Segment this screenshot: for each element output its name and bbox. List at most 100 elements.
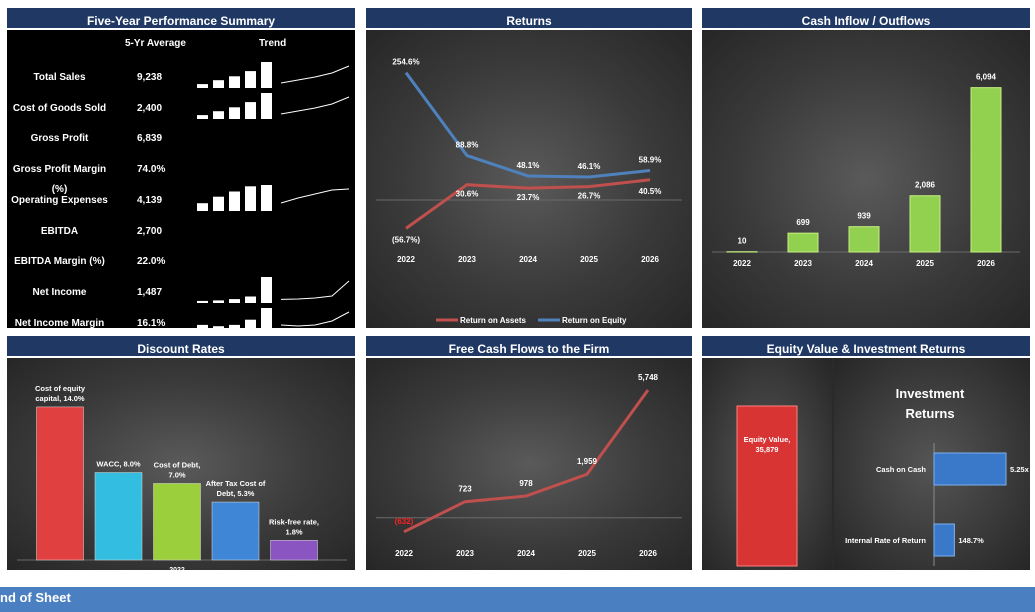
equity-title: Equity Value & Investment Returns xyxy=(702,336,1030,356)
summary-row-label: Net Income xyxy=(32,286,87,298)
sparkline-group xyxy=(197,184,350,211)
x-tick-label: 2024 xyxy=(517,549,535,558)
bar xyxy=(36,406,84,561)
bar-data-label: 1.8% xyxy=(285,527,302,536)
summary-row: Cost of Goods Sold 2,400 xyxy=(7,92,355,119)
summary-body: 5-Yr Average Trend Total Sales 9,238 Cost … xyxy=(7,30,355,328)
sparkbar xyxy=(197,300,208,303)
summary-row-value: 74.0% xyxy=(137,164,166,176)
x-tick-label: 2025 xyxy=(578,549,596,558)
sparkline-group xyxy=(197,92,350,119)
sparkbar xyxy=(229,76,240,88)
data-label: 30.6% xyxy=(456,190,479,199)
summary-row-value: 1,487 xyxy=(137,286,163,298)
data-label: (56.7%) xyxy=(392,235,420,244)
sparkbar xyxy=(261,62,272,88)
data-label: 88.8% xyxy=(456,141,479,150)
summary-row-value: 22.0% xyxy=(137,256,166,268)
sparkbar xyxy=(261,307,272,328)
cashflow-panel: Cash Inflow / Outflows 10 2022 699 2023 939 2… xyxy=(702,8,1030,328)
summary-row-value: 2,400 xyxy=(137,102,163,114)
bar xyxy=(970,87,1002,253)
end-of-sheet-bar: nd of Sheet xyxy=(0,587,1035,612)
returns-chart: (56.7%) 30.6% 23.7% 26.7% 40.5% 254.6% 88.8% 48… xyxy=(376,58,682,325)
data-label: (632) xyxy=(395,517,414,526)
series-line-1 xyxy=(404,71,651,179)
x-tick-label: 2026 xyxy=(641,255,659,264)
series-line xyxy=(403,389,650,534)
x-tick-label: 2022 xyxy=(395,549,413,558)
returns-body: (56.7%) 30.6% 23.7% 26.7% 40.5% 254.6% 88.8% 48… xyxy=(366,30,692,328)
sparkline xyxy=(280,188,350,204)
summary-row-label: Total Sales xyxy=(33,72,86,83)
summary-row-value: 9,238 xyxy=(137,72,163,83)
sparkline xyxy=(280,65,350,84)
legend-label: Return on Assets xyxy=(460,316,526,325)
sparkline xyxy=(280,311,350,327)
series-line-0 xyxy=(405,178,651,230)
summary-row: EBITDA 2,700 xyxy=(7,222,355,242)
bar-data-label: capital, 14.0% xyxy=(35,394,85,403)
sparkbar xyxy=(229,324,240,328)
sparkbar xyxy=(245,71,256,88)
cashflow-chart: 10 2022 699 2023 939 2024 2,086 2025 6,094 2026 xyxy=(712,73,1020,268)
footer-gap xyxy=(0,572,1035,587)
summary-panel: Five-Year Performance Summary 5-Yr Avera… xyxy=(7,8,355,328)
data-label: 58.9% xyxy=(639,156,662,165)
x-tick-label: 2023 xyxy=(456,549,474,558)
fcff-title: Free Cash Flows to the Firm xyxy=(366,336,692,356)
summary-row-value: 16.1% xyxy=(137,317,166,328)
x-tick-label: 2022 xyxy=(733,259,751,268)
fcff-panel: Free Cash Flows to the Firm (632) 723 978 1… xyxy=(366,336,692,570)
returns-title: Returns xyxy=(366,8,692,28)
investment-bar xyxy=(933,523,955,557)
bar-value-label: 10 xyxy=(738,237,747,246)
x-tick-label: 2024 xyxy=(855,259,873,268)
summary-row-label: Operating Expenses xyxy=(11,194,108,206)
bar xyxy=(848,226,880,253)
sparkbar xyxy=(245,186,256,211)
data-label: 46.1% xyxy=(578,162,601,171)
x-axis-label: 2022 xyxy=(169,567,185,570)
summary-row-value: 2,700 xyxy=(137,225,163,237)
equity-chart: Equity Value,35,879 Investment Returns Cash… xyxy=(702,358,1030,570)
x-tick-label: 2023 xyxy=(794,259,812,268)
investment-category-label: Internal Rate of Return xyxy=(845,536,926,545)
sparkbar xyxy=(229,191,240,211)
summary-row: Total Sales 9,238 xyxy=(7,62,355,88)
equity-label-line1: Equity Value, xyxy=(744,435,791,444)
bar-value-label: 2,086 xyxy=(915,181,936,190)
sparkbar xyxy=(229,106,240,119)
bar xyxy=(787,232,819,253)
bar xyxy=(270,540,318,561)
equity-body: Equity Value, 35,879 Investment Returns Cash… xyxy=(702,358,1030,570)
bar-data-label: Cost of Debt, xyxy=(154,460,201,469)
summary-col-trend: Trend xyxy=(259,38,287,49)
sparkbar xyxy=(245,296,256,303)
sparkbar xyxy=(197,114,208,119)
discount-body: Cost of equity capital, 14.0% WACC, 8.0% Co… xyxy=(7,358,355,570)
sparkline-group xyxy=(197,62,350,88)
sparkbar xyxy=(197,324,208,328)
bar-value-label: 699 xyxy=(796,218,810,227)
sparkline-group xyxy=(197,276,350,303)
data-label: 23.7% xyxy=(517,193,540,202)
equity-label-line2: 35,879 xyxy=(756,445,779,454)
data-label: 5,748 xyxy=(638,373,659,382)
x-tick-label: 2022 xyxy=(397,255,415,264)
summary-row: EBITDA Margin (%) 22.0% xyxy=(7,252,355,272)
summary-title: Five-Year Performance Summary xyxy=(7,8,355,28)
investment-value-label: 5.25x xyxy=(1010,465,1030,474)
sparkbar xyxy=(245,319,256,328)
returns-panel: Returns (56.7%) 30.6% 23.7% 26.7% 40.5% 254.6… xyxy=(366,8,692,328)
investment-title-line2: Returns xyxy=(905,406,954,421)
fcff-body: (632) 723 978 1,959 5,748 2022 2023 2024 2025 202… xyxy=(366,358,692,570)
data-label: 48.1% xyxy=(517,161,540,170)
sparkbar xyxy=(213,300,224,303)
bar-data-label: After Tax Cost of xyxy=(206,479,266,488)
x-tick-label: 2026 xyxy=(639,549,657,558)
data-label: 26.7% xyxy=(578,192,601,201)
summary-row-label: EBITDA Margin (%) xyxy=(14,256,105,268)
summary-row-label: Gross Profit Margin (%) xyxy=(12,164,107,196)
